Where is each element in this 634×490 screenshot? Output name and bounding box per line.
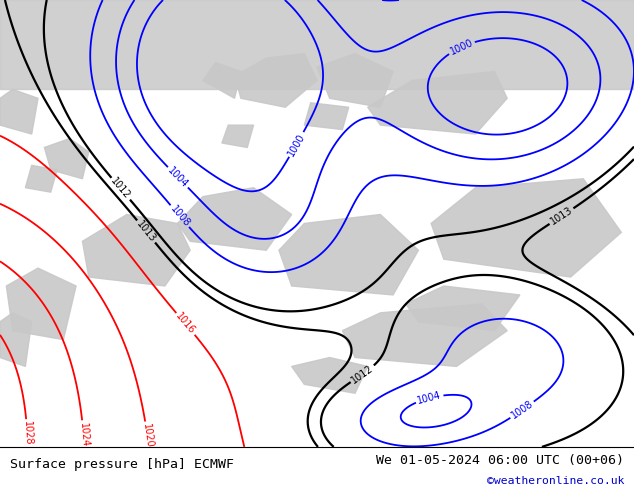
- Text: 1024: 1024: [77, 422, 89, 447]
- Polygon shape: [0, 313, 32, 367]
- Polygon shape: [44, 139, 89, 179]
- Text: 1004: 1004: [417, 390, 443, 406]
- Polygon shape: [368, 72, 507, 134]
- Text: 1012: 1012: [349, 363, 375, 385]
- Polygon shape: [178, 188, 292, 250]
- Text: 1008: 1008: [509, 399, 535, 421]
- Polygon shape: [235, 53, 317, 107]
- Text: 1013: 1013: [134, 219, 158, 244]
- Text: 1020: 1020: [141, 423, 154, 448]
- Polygon shape: [317, 53, 393, 107]
- Polygon shape: [304, 103, 349, 129]
- Text: We 01-05-2024 06:00 UTC (00+06): We 01-05-2024 06:00 UTC (00+06): [377, 454, 624, 467]
- Text: 1013: 1013: [548, 205, 574, 227]
- Text: 1000: 1000: [286, 131, 307, 158]
- Polygon shape: [25, 165, 57, 192]
- Polygon shape: [0, 89, 38, 134]
- Text: 1000: 1000: [448, 37, 475, 57]
- Polygon shape: [222, 125, 254, 147]
- Polygon shape: [203, 63, 241, 98]
- Text: Surface pressure [hPa] ECMWF: Surface pressure [hPa] ECMWF: [10, 458, 233, 470]
- Text: 1004: 1004: [165, 165, 190, 190]
- Polygon shape: [292, 358, 368, 393]
- Polygon shape: [279, 215, 418, 295]
- Text: 1028: 1028: [22, 421, 33, 446]
- Polygon shape: [6, 268, 76, 340]
- Polygon shape: [431, 179, 621, 277]
- Text: 1016: 1016: [174, 311, 197, 337]
- Polygon shape: [342, 304, 507, 367]
- Text: 1008: 1008: [168, 203, 191, 229]
- Polygon shape: [82, 215, 190, 286]
- Text: ©weatheronline.co.uk: ©weatheronline.co.uk: [487, 475, 624, 486]
- Polygon shape: [406, 286, 520, 331]
- Text: 1012: 1012: [109, 176, 133, 201]
